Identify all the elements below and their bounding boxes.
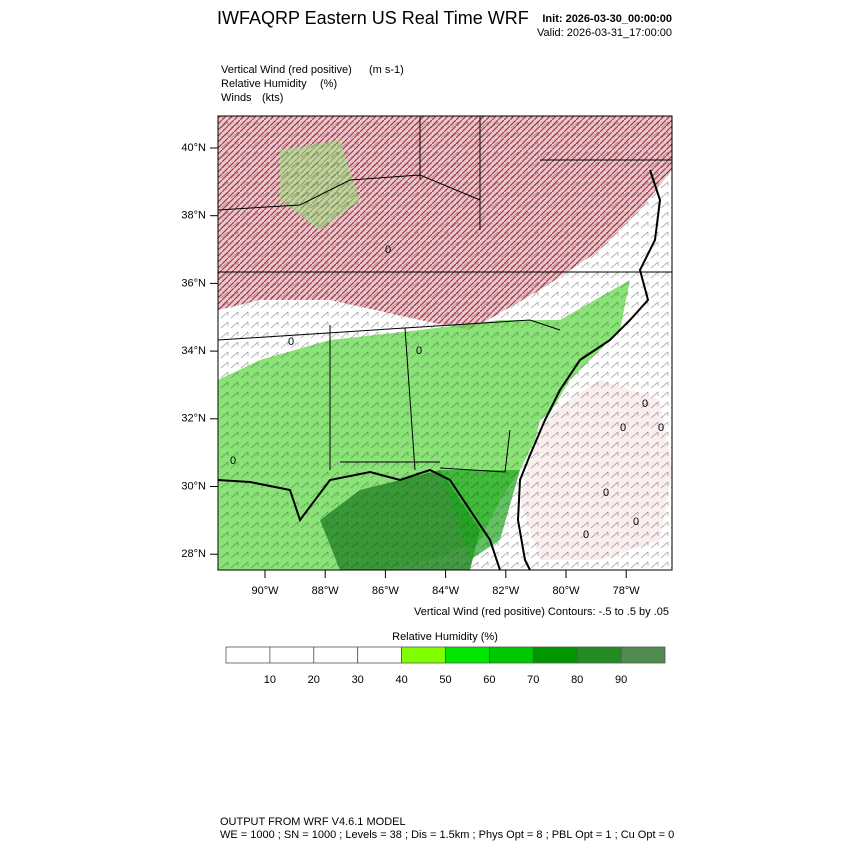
colorbar-box <box>225 646 271 664</box>
lat-axis: 40°N 38°N 36°N 34°N 32°N 30°N 28°N <box>181 142 218 560</box>
map-fields <box>218 116 672 570</box>
colorbar-box <box>357 646 403 664</box>
lat-label: 36°N <box>181 277 206 289</box>
lat-label: 38°N <box>181 210 206 222</box>
contour-label: 0 <box>416 345 422 357</box>
colorbar-label: 80 <box>571 674 583 686</box>
lon-label: 78°W <box>613 585 641 597</box>
lon-label: 82°W <box>492 585 520 597</box>
colorbar-label: 30 <box>352 674 364 686</box>
contour-note: Vertical Wind (red positive) Contours: -… <box>414 606 669 618</box>
contour-label: 0 <box>230 455 236 467</box>
contour-label: 0 <box>288 336 294 348</box>
colorbar-box <box>401 646 446 664</box>
colorbar-label: 10 <box>264 674 276 686</box>
field-name: Winds <box>221 92 252 104</box>
contour-label: 0 <box>658 422 664 434</box>
colorbar-box <box>445 646 490 664</box>
colorbar-label: 40 <box>395 674 407 686</box>
footer-line: WE = 1000 ; SN = 1000 ; Levels = 38 ; Di… <box>220 829 674 841</box>
lon-label: 80°W <box>552 585 580 597</box>
lat-label: 40°N <box>181 142 206 154</box>
lat-label: 30°N <box>181 480 206 492</box>
colorbar-box <box>313 646 359 664</box>
contour-label: 0 <box>633 516 639 528</box>
field-list: Vertical Wind (red positive) (m s-1) Rel… <box>221 64 404 104</box>
field-units: (kts) <box>262 92 283 104</box>
contour-label: 0 <box>620 422 626 434</box>
lat-label: 32°N <box>181 413 206 425</box>
contour-label: 0 <box>583 529 589 541</box>
contour-labels: 0 0 0 0 0 0 0 0 0 0 <box>230 244 664 541</box>
field-name: Relative Humidity <box>221 78 307 90</box>
colorbar-label: 20 <box>308 674 320 686</box>
lon-label: 84°W <box>432 585 460 597</box>
field-units: (%) <box>320 78 337 90</box>
init-time: Init: 2026-03-30_00:00:00 <box>542 13 672 25</box>
contour-label: 0 <box>385 244 391 256</box>
field-units: (m s-1) <box>369 64 404 76</box>
lon-label: 90°W <box>251 585 279 597</box>
colorbar-box <box>532 646 578 664</box>
colorbar-label: 50 <box>439 674 451 686</box>
colorbar-box <box>620 646 666 664</box>
colorbar-box <box>576 646 622 664</box>
contour-label: 0 <box>642 398 648 410</box>
field-name: Vertical Wind (red positive) <box>221 64 352 76</box>
colorbar: 10 20 30 40 50 60 70 80 90 <box>225 646 666 686</box>
lat-label: 34°N <box>181 345 206 357</box>
lon-axis: 90°W 88°W 86°W 84°W 82°W 80°W 78°W <box>251 570 640 597</box>
valid-time: Valid: 2026-03-31_17:00:00 <box>537 27 672 39</box>
lat-label: 28°N <box>181 548 206 560</box>
colorbar-label: 60 <box>483 674 495 686</box>
colorbar-title: Relative Humidity (%) <box>392 631 498 643</box>
colorbar-box <box>488 646 534 664</box>
lon-label: 86°W <box>372 585 400 597</box>
footer-line: OUTPUT FROM WRF V4.6.1 MODEL <box>220 816 406 828</box>
colorbar-box <box>269 646 315 664</box>
contour-label: 0 <box>603 487 609 499</box>
map: 0 0 0 0 0 0 0 0 0 0 40°N 38°N 36°N 34°N 32°N… <box>181 115 673 597</box>
colorbar-label: 90 <box>615 674 627 686</box>
lon-label: 88°W <box>312 585 340 597</box>
colorbar-label: 70 <box>527 674 539 686</box>
title: IWFAQRP Eastern US Real Time WRF <box>217 8 529 28</box>
